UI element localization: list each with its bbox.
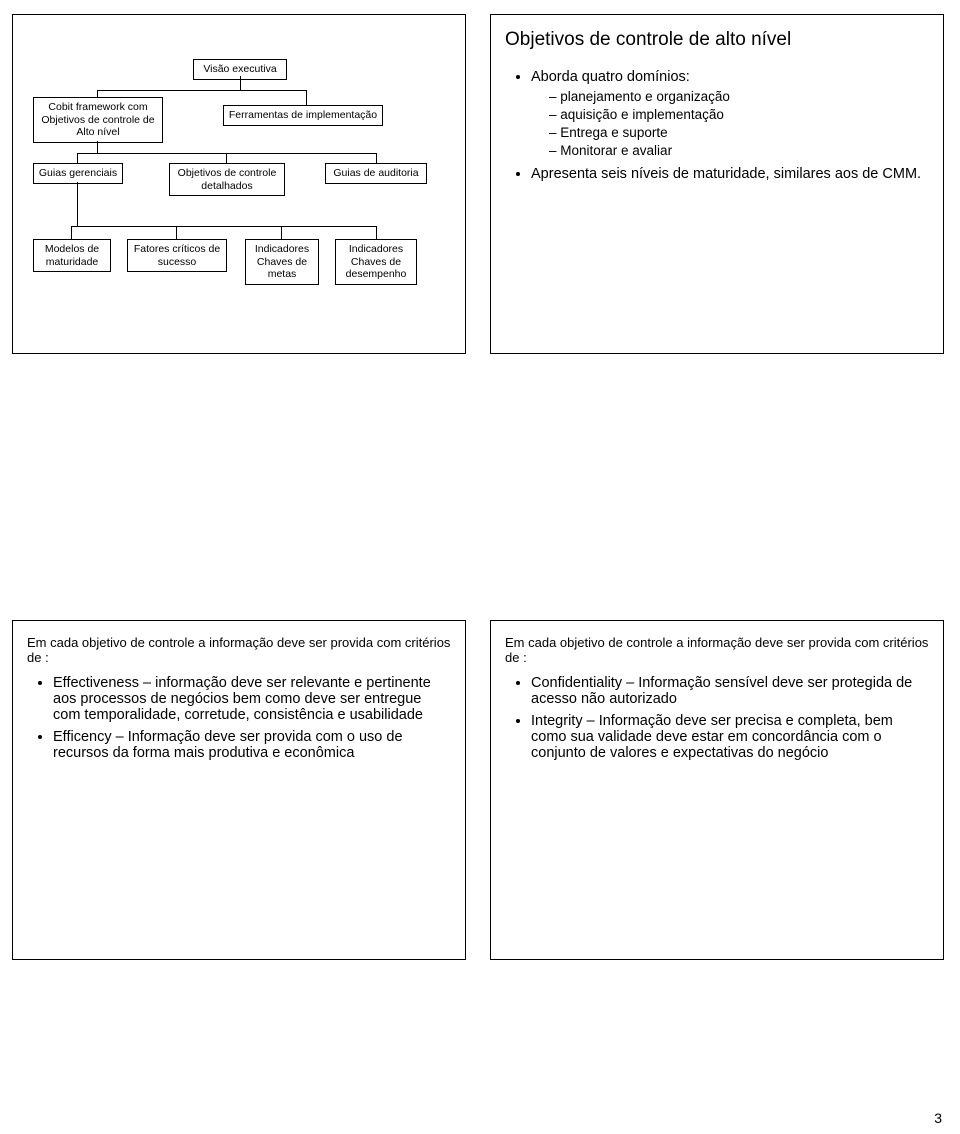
edge xyxy=(176,226,177,239)
edge xyxy=(226,153,227,163)
edge xyxy=(97,141,98,153)
edge xyxy=(77,153,377,154)
bullet-item: Efficency – Informação deve ser provida … xyxy=(53,729,451,761)
sub-bullet-item: Monitorar e avaliar xyxy=(549,143,929,158)
page-number: 3 xyxy=(934,1110,942,1126)
node-ferramentas: Ferramentas de implementação xyxy=(223,105,383,126)
slide-diagram: Visão executiva Cobit framework com Obje… xyxy=(12,14,466,354)
edge xyxy=(71,226,72,239)
sub-bullet-item: Entrega e suporte xyxy=(549,125,929,140)
slide-objetivos: Objetivos de controle de alto nível Abor… xyxy=(490,14,944,354)
bullet-list: Aborda quatro domínios: planejamento e o… xyxy=(505,69,929,182)
intro-text: Em cada objetivo de controle a informaçã… xyxy=(27,635,451,665)
edge xyxy=(240,76,241,90)
edge xyxy=(376,153,377,163)
edge xyxy=(97,90,98,98)
intro-text: Em cada objetivo de controle a informaçã… xyxy=(505,635,929,665)
node-ind-metas: Indicadores Chaves de metas xyxy=(245,239,319,285)
bullet-item: Aborda quatro domínios: planejamento e o… xyxy=(531,69,929,158)
node-guias-ger: Guias gerenciais xyxy=(33,163,123,184)
node-fatores: Fatores críticos de sucesso xyxy=(127,239,227,272)
bullet-list: Effectiveness – informação deve ser rele… xyxy=(27,675,451,761)
node-ind-desemp: Indicadores Chaves de desempenho xyxy=(335,239,417,285)
bullet-text: Apresenta seis níveis de maturidade, sim… xyxy=(531,166,921,182)
edge xyxy=(376,226,377,239)
node-obj-det: Objetivos de controle detalhados xyxy=(169,163,285,196)
bullet-list: Confidentiality – Informação sensível de… xyxy=(505,675,929,761)
node-cobit: Cobit framework com Objetivos de control… xyxy=(33,97,163,143)
bullet-item: Effectiveness – informação deve ser rele… xyxy=(53,675,451,723)
slide-criteria-right: Em cada objetivo de controle a informaçã… xyxy=(490,620,944,960)
bullet-item: Integrity – Informação deve ser precisa … xyxy=(531,713,929,761)
sub-bullet-item: aquisição e implementação xyxy=(549,107,929,122)
edge xyxy=(97,90,307,91)
flowchart: Visão executiva Cobit framework com Obje… xyxy=(27,29,451,339)
edge xyxy=(77,182,78,226)
node-modelos: Modelos de maturidade xyxy=(33,239,111,272)
sub-bullet-list: planejamento e organização aquisição e i… xyxy=(531,89,929,158)
edge xyxy=(77,153,78,163)
sub-bullet-item: planejamento e organização xyxy=(549,89,929,104)
slide-title: Objetivos de controle de alto nível xyxy=(505,29,929,51)
edge xyxy=(306,90,307,105)
node-guias-aud: Guias de auditoria xyxy=(325,163,427,184)
bullet-text: Aborda quatro domínios: xyxy=(531,69,690,85)
edge xyxy=(281,226,282,239)
bullet-item: Apresenta seis níveis de maturidade, sim… xyxy=(531,166,929,182)
slide-criteria-left: Em cada objetivo de controle a informaçã… xyxy=(12,620,466,960)
edge xyxy=(71,226,377,227)
bullet-item: Confidentiality – Informação sensível de… xyxy=(531,675,929,707)
